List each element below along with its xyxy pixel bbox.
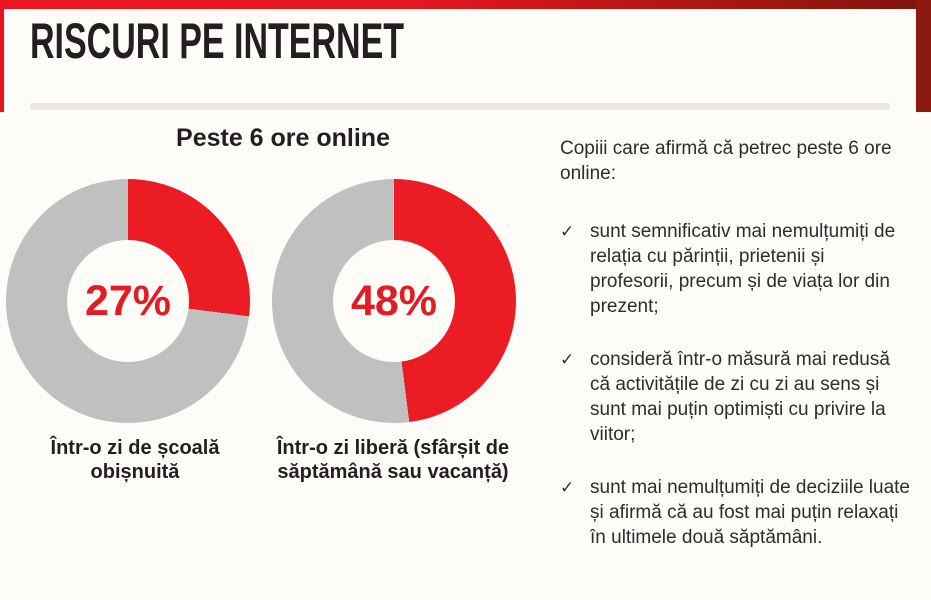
page-title: RISCURI PE INTERNET [30, 13, 405, 69]
notes-section: Copiii care afirmă că petrec peste 6 ore… [560, 136, 910, 550]
bullet-text: consideră într-o măsură mai redusă că ac… [590, 348, 890, 446]
bullet-text: sunt semnificativ mai nemulțumiți de rel… [590, 220, 896, 318]
title-divider [30, 103, 890, 110]
donut-chart-school-day: 27% [6, 179, 250, 423]
checkmark-icon: ✓ [560, 221, 575, 241]
donut-caption-free-day: Într-o zi liberă (sfârșit de săptămână s… [276, 437, 510, 484]
left-border-bar [0, 0, 4, 112]
donut-hole [333, 240, 455, 362]
donut-hole [67, 240, 189, 362]
donut-percent-label: 48% [350, 276, 438, 325]
bullet-text: sunt mai nemulțumiți de deciziile luate … [590, 476, 910, 549]
chart-title: Peste 6 ore online [176, 124, 390, 152]
list-item: ✓ sunt semnificativ mai nemulțumiți de r… [560, 219, 910, 320]
top-border-bar [0, 0, 931, 9]
donut-percent-label: 27% [84, 276, 172, 325]
notes-intro: Copiii care afirmă că petrec peste 6 ore… [560, 138, 892, 185]
list-item: ✓ sunt mai nemulțumiți de deciziile luat… [560, 475, 910, 551]
donut-chart-free-day: 48% [272, 179, 516, 423]
list-item: ✓ consideră într-o măsură mai redusă că … [560, 347, 910, 448]
checkmark-icon: ✓ [560, 477, 575, 497]
donut-caption-school-day: Într-o zi de școală obișnuită [50, 437, 220, 484]
notes-list: ✓ sunt semnificativ mai nemulțumiți de r… [560, 219, 910, 551]
checkmark-icon: ✓ [560, 349, 575, 369]
right-border-bar [916, 0, 931, 112]
